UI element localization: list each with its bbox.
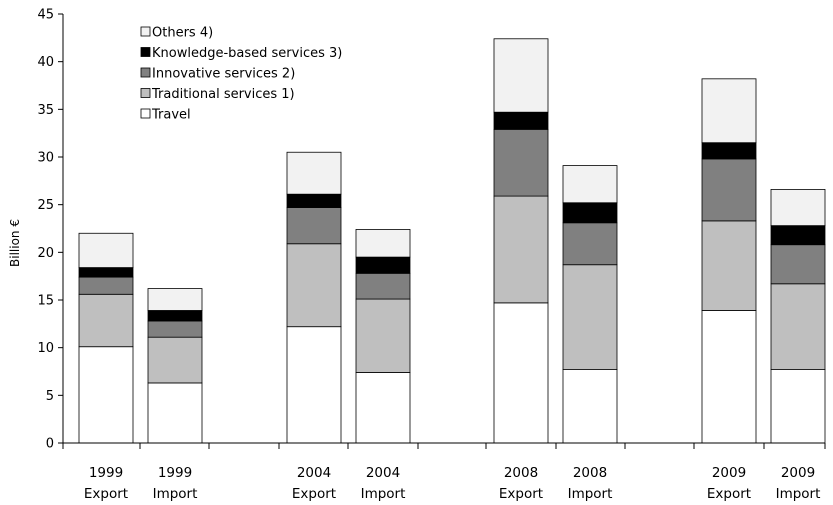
bars — [78, 38, 826, 444]
x-tick-label-flow: Export — [292, 486, 336, 502]
x-tick-label-year: 2009 — [781, 465, 815, 481]
bar-segment — [286, 207, 342, 245]
bar-segment — [770, 283, 826, 370]
y-tick-label: 10 — [37, 341, 54, 356]
x-tick-label-year: 2008 — [504, 465, 538, 481]
x-tick-label-flow: Export — [84, 486, 128, 502]
bar-segment — [286, 243, 342, 328]
x-tick-label-year: 2004 — [366, 465, 400, 481]
y-tick-label: 15 — [37, 294, 54, 309]
bar-segment — [770, 244, 826, 285]
bar-segment — [355, 272, 411, 300]
bar-segment — [701, 310, 757, 444]
bar-segment — [147, 310, 203, 322]
legend-label: Knowledge-based services 3) — [152, 46, 342, 61]
legend-swatch — [140, 108, 151, 119]
bar-segment — [493, 128, 549, 197]
x-axis: 1999 Export 1999 Import 2004 Export 2004 Import… — [62, 442, 826, 502]
bar-segment — [286, 193, 342, 208]
bar-segment — [562, 222, 618, 266]
bar-segment — [562, 369, 618, 444]
bar-segment — [78, 276, 134, 295]
bar-segment — [701, 158, 757, 222]
bar-segment — [493, 111, 549, 130]
legend-swatch — [140, 67, 151, 78]
y-tick-label: 0 — [46, 437, 54, 452]
x-tick-label-year: 2008 — [573, 465, 607, 481]
y-axis-label: Billion € — [8, 219, 22, 267]
bar-segment — [770, 369, 826, 444]
bar-segment — [493, 38, 549, 113]
legend-swatch — [140, 26, 151, 37]
legend-swatch — [140, 47, 151, 57]
bar-segment — [562, 264, 618, 370]
bar-segment — [147, 336, 203, 384]
bar-segment — [78, 293, 134, 348]
x-tick-label-year: 1999 — [158, 465, 192, 481]
bar-segment — [355, 256, 411, 274]
x-tick-label-flow: Export — [499, 486, 543, 502]
bar-segment — [355, 298, 411, 373]
legend-swatch — [140, 88, 151, 98]
bar-segment — [770, 225, 826, 246]
bar-segment — [493, 195, 549, 304]
y-tick-label: 45 — [37, 8, 54, 23]
bar-segment — [701, 220, 757, 311]
legend-label: Innovative services 2) — [152, 67, 295, 82]
bar-segment — [78, 267, 134, 278]
x-tick-label-flow: Import — [776, 486, 821, 502]
y-axis: 0 5 10 15 20 25 30 35 40 45 — [37, 8, 64, 452]
x-tick-label-year: 2009 — [712, 465, 746, 481]
x-tick-label-flow: Import — [153, 486, 198, 502]
bar-segment — [562, 202, 618, 224]
bar-segment — [562, 165, 618, 204]
y-tick-label: 35 — [37, 103, 54, 118]
y-tick-label: 30 — [37, 151, 54, 166]
bar-segment — [355, 372, 411, 444]
legend: Others 4) Knowledge-based services 3) Inno… — [140, 26, 342, 123]
y-tick-label: 25 — [37, 198, 54, 213]
x-tick-label-flow: Export — [707, 486, 751, 502]
bar-segment — [147, 320, 203, 338]
bar-segment — [78, 346, 134, 444]
bar-segment — [355, 229, 411, 258]
legend-label: Others 4) — [152, 26, 213, 41]
x-tick-label-flow: Import — [568, 486, 613, 502]
bar-segment — [286, 151, 342, 195]
x-tick-label-flow: Import — [361, 486, 406, 502]
bar-segment — [147, 382, 203, 444]
bar-segment — [286, 326, 342, 444]
y-tick-label: 40 — [37, 55, 54, 70]
bar-segment — [493, 302, 549, 444]
bar-segment — [701, 78, 757, 144]
bar-segment — [147, 288, 203, 311]
legend-label: Travel — [151, 108, 191, 123]
bar-segment — [770, 189, 826, 227]
legend-label: Traditional services 1) — [151, 87, 295, 102]
bar-segment — [78, 232, 134, 268]
x-tick-label-year: 1999 — [89, 465, 123, 481]
y-tick-label: 20 — [37, 246, 54, 261]
y-tick-label: 5 — [46, 389, 54, 404]
bar-segment — [701, 142, 757, 160]
x-tick-label-year: 2004 — [297, 465, 331, 481]
